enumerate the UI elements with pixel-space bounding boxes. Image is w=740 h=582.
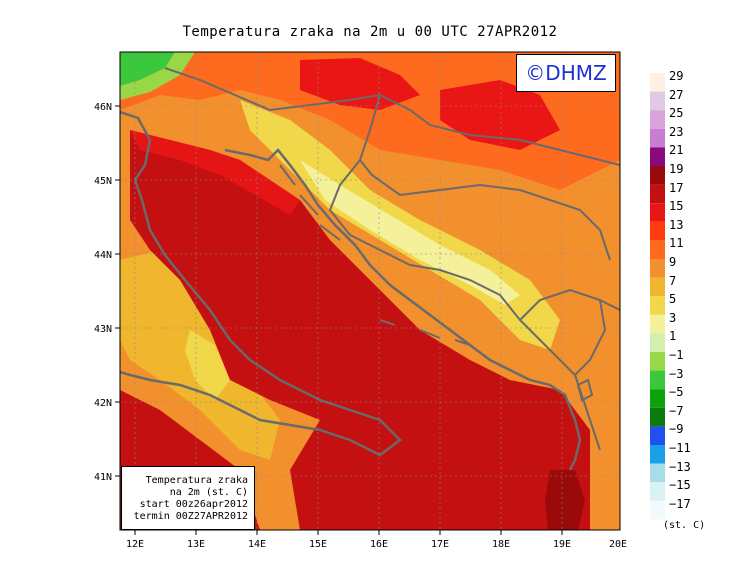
lon-label: 14E xyxy=(248,539,266,550)
national-borders xyxy=(164,67,620,451)
legend-label: 11 xyxy=(669,236,684,251)
legend-label: 5 xyxy=(669,292,677,307)
info-line: Temperatura zraka xyxy=(145,475,248,486)
info-line: na 2m (st. C) xyxy=(169,487,248,498)
legend-swatch xyxy=(650,370,665,390)
legend-swatch xyxy=(650,277,665,297)
legend-label: −13 xyxy=(669,459,691,474)
legend-swatch xyxy=(650,128,665,148)
lon-label: 13E xyxy=(187,539,205,550)
legend-label: −7 xyxy=(669,403,684,418)
map-frame xyxy=(119,51,621,531)
legend-label: 23 xyxy=(669,124,684,139)
legend-label: −3 xyxy=(669,366,684,381)
map-title: Temperatura zraka na 2m u 00 UTC 27APR20… xyxy=(182,24,558,40)
legend-swatch xyxy=(650,500,665,520)
legend-swatch xyxy=(650,73,665,92)
lon-label: 18E xyxy=(492,539,510,550)
legend-label: 17 xyxy=(669,180,684,195)
adriatic-coast-rim xyxy=(130,130,300,215)
legend-label: −5 xyxy=(669,385,684,400)
legend-label: 25 xyxy=(669,106,684,121)
lon-label: 12E xyxy=(126,539,144,550)
legend-label: 9 xyxy=(669,255,677,269)
info-line: start 00z26apr2012 xyxy=(139,499,248,510)
lat-label: 46N xyxy=(94,102,112,113)
legend-swatch xyxy=(650,445,665,464)
coastline-italy xyxy=(120,110,402,457)
lon-label: 16E xyxy=(370,539,388,550)
lat-label: 42N xyxy=(94,398,112,409)
adriatic-sea xyxy=(130,130,590,530)
axis-ticks xyxy=(115,105,563,535)
lon-label: 17E xyxy=(431,539,449,550)
legend-label: 3 xyxy=(669,310,677,325)
legend-swatch xyxy=(650,166,665,185)
legend-swatch xyxy=(650,407,665,427)
legend-unit: (st. C) xyxy=(663,520,706,531)
info-box: Temperatura zraka na 2m (st. C) start 00… xyxy=(121,466,255,530)
lon-label: 20E xyxy=(609,539,627,550)
info-line: termin 00Z27APR2012 xyxy=(133,511,248,522)
legend-swatch xyxy=(650,240,665,259)
lon-label: 15E xyxy=(309,539,327,550)
legend-label: 21 xyxy=(669,143,684,158)
legend-label: 15 xyxy=(669,199,684,214)
legend-label: −17 xyxy=(669,496,691,511)
lake-ohrid xyxy=(576,378,594,402)
cold-alps-edge xyxy=(120,52,195,100)
legend-swatch xyxy=(650,221,665,241)
legend-label: 7 xyxy=(669,273,677,288)
legend-swatch xyxy=(650,147,665,166)
legend-swatch xyxy=(650,482,665,501)
legend-swatch xyxy=(650,352,665,371)
legend-swatch xyxy=(650,259,665,278)
legend-swatch xyxy=(650,184,665,204)
lat-label: 41N xyxy=(94,472,112,483)
north-hot-zone xyxy=(300,58,420,110)
dinaric-cold-band xyxy=(300,160,520,305)
south-hotspot xyxy=(545,470,585,530)
legend-swatch xyxy=(650,91,665,111)
legend-label: −15 xyxy=(669,478,691,493)
dhmz-logo: ©DHMZ xyxy=(516,54,616,92)
legend-swatch xyxy=(650,203,665,222)
lat-label: 43N xyxy=(94,324,112,335)
legend-label: −11 xyxy=(669,441,691,455)
north-hot-zone xyxy=(440,80,560,150)
islands xyxy=(279,164,471,346)
legend-label: 27 xyxy=(669,87,684,102)
legend-label: 19 xyxy=(669,162,684,176)
coastline-balkans xyxy=(224,148,582,471)
legend-label: −9 xyxy=(669,422,684,437)
lat-lon-grid xyxy=(120,52,620,530)
legend-swatch xyxy=(650,296,665,315)
legend-label: −1 xyxy=(669,348,684,362)
legend-swatch xyxy=(650,333,665,352)
legend-label: 1 xyxy=(669,329,677,344)
legend-colorbar xyxy=(650,73,665,520)
legend-label: 13 xyxy=(669,217,684,232)
cold-alps-zone xyxy=(120,52,175,86)
lat-label: 44N xyxy=(94,250,112,261)
legend-swatch xyxy=(650,110,665,129)
legend-swatch xyxy=(650,426,665,445)
legend-swatch xyxy=(650,314,665,334)
legend-swatch xyxy=(650,389,665,408)
lon-label: 19E xyxy=(553,539,571,550)
lat-label: 45N xyxy=(94,176,112,187)
legend-label: 29 xyxy=(669,69,684,83)
legend-swatch xyxy=(650,463,665,483)
